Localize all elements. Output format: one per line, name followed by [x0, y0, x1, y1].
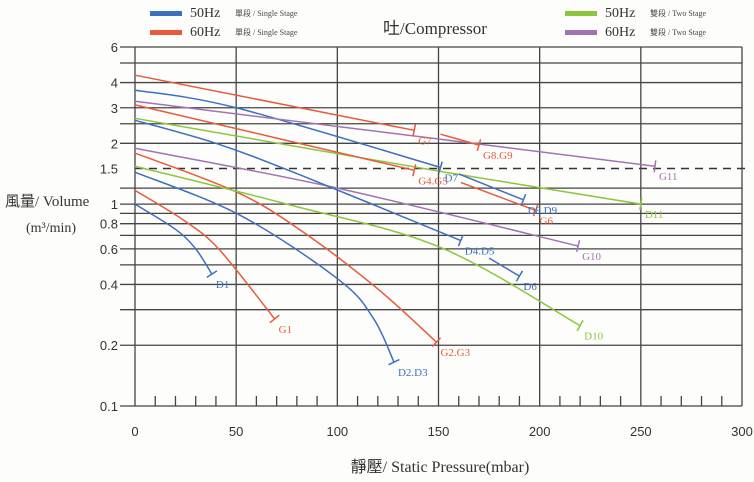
x-tick-label: 150 [428, 424, 450, 439]
curve-end-cap [269, 314, 280, 324]
legend-desc: 雙段 / Two Stage [650, 27, 707, 37]
tick-labels: 0 50 100 150 200 250 300 6 4 3 2 1.5 1 0.8 0.6 0.4 0.2 0.… [100, 40, 753, 439]
y-tick-label: 1.5 [100, 162, 118, 177]
curves: D1 G1 D2.D3 G2.G3 G10 D10 D4.D5 D6 D11 G4.G5 G6 D7 D… [134, 74, 678, 379]
y-tick-label: 0.1 [100, 399, 118, 414]
curve-label: G1 [279, 324, 292, 336]
legend-desc: 單段 / Single Stage [235, 27, 298, 37]
curve-label: G11 [659, 171, 678, 183]
legend-hz: 50Hz [605, 6, 635, 21]
curve-end-cap [388, 358, 400, 366]
curve-label: D1 [216, 279, 229, 291]
curve-D8.D9 [458, 173, 524, 201]
curve-D1 [134, 203, 213, 275]
curve-label: G7 [418, 135, 432, 147]
y-tick-label: 1 [111, 197, 118, 212]
curve-end-cap [438, 161, 443, 174]
y-tick-label: 6 [111, 40, 118, 55]
curve-D10 [134, 165, 581, 327]
legend-hz: 60Hz [190, 25, 220, 40]
curve-G4.G5 [134, 104, 415, 172]
legend-swatch [150, 11, 182, 16]
legend-swatch [150, 30, 182, 35]
curve-end-cap [412, 124, 417, 137]
curve-label: D4.D5 [465, 246, 495, 258]
x-tick-label: 0 [131, 424, 138, 439]
curve-G7 [134, 74, 415, 132]
curve-D11 [134, 117, 641, 205]
curve-label: G8.G9 [483, 150, 513, 162]
curve-label: D7 [445, 172, 459, 184]
curve-end-cap [575, 240, 581, 253]
curve-label: D11 [645, 209, 664, 221]
curve-label: G6 [540, 215, 554, 227]
curve-end-cap [520, 193, 527, 206]
curve-G8.G9 [440, 133, 480, 146]
y-tick-label: 0.4 [100, 277, 118, 292]
curve-G1 [134, 189, 276, 320]
curve-D6 [488, 257, 520, 277]
y-tick-label: 3 [111, 101, 118, 116]
curve-label: D10 [584, 331, 603, 343]
curve-D2.D3 [134, 171, 395, 363]
legend-desc: 雙段 / Two Stage [650, 8, 707, 18]
y-tick-label: 0.2 [100, 338, 118, 353]
curve-G10 [134, 147, 579, 247]
curve-G2.G3 [134, 152, 437, 343]
curve-label: D6 [523, 281, 537, 293]
y-axis-label: 風量/ Volume [5, 194, 90, 210]
x-tick-label: 100 [326, 424, 348, 439]
curve-G6 [460, 181, 536, 212]
curve-end-cap [639, 198, 643, 211]
legend-swatch [565, 11, 597, 16]
y-tick-label: 2 [111, 136, 118, 151]
y-tick-label: 4 [111, 76, 118, 91]
x-tick-label: 50 [229, 424, 243, 439]
legend: 50Hz 單段 / Single Stage 60Hz 單段 / Single Sta… [150, 6, 707, 40]
legend-hz: 60Hz [605, 25, 635, 40]
x-axis-label: 靜壓/ Static Pressure(mbar) [351, 458, 530, 476]
curve-D4.D5 [134, 119, 462, 242]
x-tick-label: 300 [731, 424, 753, 439]
x-tick-label: 200 [529, 424, 551, 439]
legend-desc: 單段 / Single Stage [235, 8, 298, 18]
chart-title: 吐/Compressor [383, 19, 487, 38]
curve-end-cap [515, 270, 524, 282]
curve-end-cap [476, 139, 482, 152]
curve-D7 [134, 89, 441, 169]
x-tick-label: 250 [630, 424, 652, 439]
y-axis-unit: (m³/min) [26, 221, 76, 236]
y-tick-label: 0.6 [100, 242, 118, 257]
curve-label: G2.G3 [440, 347, 470, 359]
legend-hz: 50Hz [190, 6, 220, 21]
y-tick-label: 0.8 [100, 217, 118, 232]
curve-end-cap [431, 337, 442, 348]
curve-label: G10 [582, 251, 601, 263]
curve-label: G4.G5 [418, 175, 448, 187]
curve-end-cap [653, 160, 657, 173]
curve-end-cap [412, 164, 417, 177]
curve-end-cap [457, 234, 464, 247]
legend-swatch [565, 30, 597, 35]
curve-end-cap [532, 204, 539, 217]
curve-G11 [134, 100, 656, 167]
curve-end-cap [576, 320, 584, 332]
curve-label: D8.D9 [527, 205, 557, 217]
curve-end-cap [206, 270, 218, 278]
curve-label: D2.D3 [398, 367, 428, 379]
grid [120, 46, 750, 407]
